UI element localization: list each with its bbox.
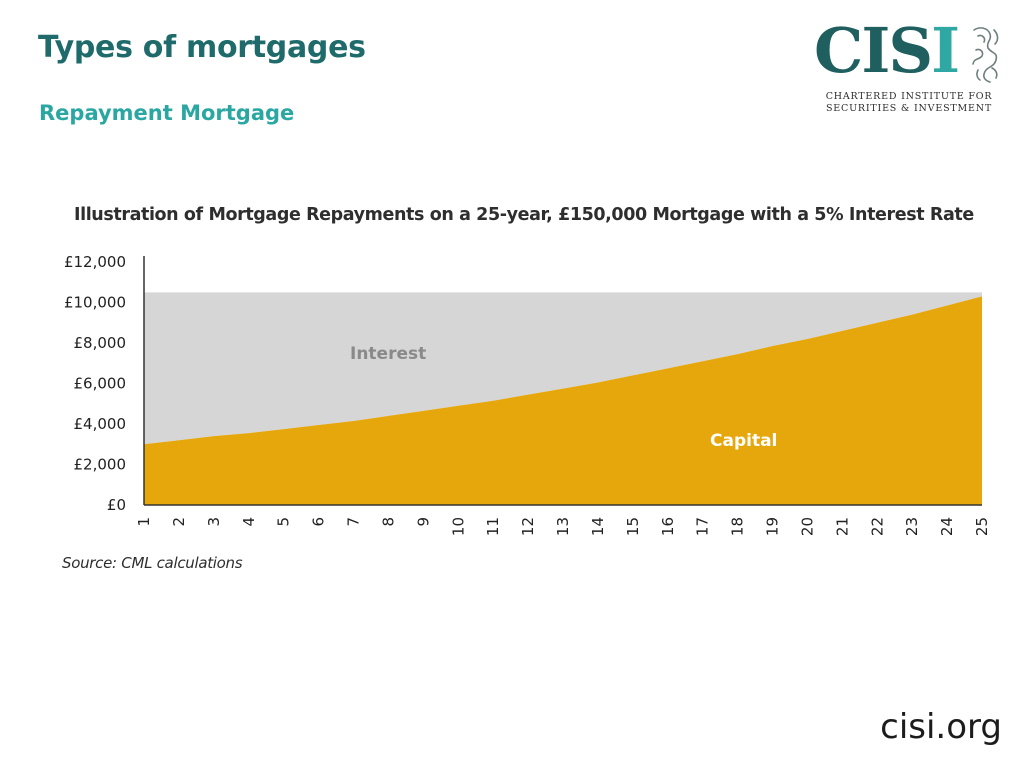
logo-word-main: CIS bbox=[814, 14, 933, 87]
griffin-icon bbox=[972, 27, 999, 83]
capital-area-label: Capital bbox=[710, 431, 777, 451]
logo-tagline-line2: SECURITIES & INVESTMENT bbox=[825, 103, 993, 114]
logo-tagline: CHARTERED INSTITUTE FOR SECURITIES & INV… bbox=[816, 91, 1002, 115]
y-tick-label: £8,000 bbox=[74, 334, 127, 352]
y-tick-label: £12,000 bbox=[64, 253, 126, 271]
x-tick-label: 16 bbox=[659, 517, 677, 536]
x-tick-label: 3 bbox=[205, 517, 223, 527]
capital-area bbox=[144, 296, 982, 505]
x-tick-label: 17 bbox=[694, 517, 712, 536]
x-tick-label: 5 bbox=[275, 517, 293, 527]
x-tick-label: 18 bbox=[729, 517, 747, 536]
x-tick-label: 9 bbox=[414, 517, 432, 527]
y-tick-label: £2,000 bbox=[74, 456, 127, 474]
logo-wordmark: CISI bbox=[814, 14, 960, 87]
x-tick-label: 23 bbox=[903, 517, 921, 536]
logo-word-accent: I bbox=[931, 14, 960, 87]
x-tick-label: 22 bbox=[868, 517, 886, 536]
x-tick-label: 15 bbox=[624, 517, 642, 536]
footer-url: cisi.org bbox=[880, 707, 1002, 747]
x-tick-label: 12 bbox=[519, 517, 537, 536]
x-axis-ticks: 1 2 3 4 5 6 7 8 9 10 11 12 13 14 15 16 17 18 19 20 21 22 23 24 2… bbox=[135, 517, 991, 536]
x-tick-label: 13 bbox=[554, 517, 572, 536]
x-tick-label: 2 bbox=[170, 517, 188, 527]
chart-source: Source: CML calculations bbox=[62, 554, 243, 572]
y-axis-ticks: £0 £2,000 £4,000 £6,000 £8,000 £10,000 £12,000 bbox=[64, 253, 126, 514]
x-tick-label: 21 bbox=[833, 517, 851, 536]
x-tick-label: 19 bbox=[764, 517, 782, 536]
x-tick-label: 4 bbox=[240, 517, 258, 527]
logo-tagline-line1: CHARTERED INSTITUTE FOR bbox=[825, 91, 993, 102]
x-tick-label: 24 bbox=[938, 517, 956, 536]
x-tick-label: 14 bbox=[589, 517, 607, 536]
y-tick-label: £6,000 bbox=[74, 375, 127, 393]
cisi-logo: CISI CHARTERED INSTITUTE FOR SECURITIES … bbox=[812, 16, 1004, 118]
x-tick-label: 1 bbox=[135, 517, 153, 527]
x-tick-label: 20 bbox=[798, 517, 816, 536]
slide-subtitle: Repayment Mortgage bbox=[39, 101, 295, 125]
x-tick-label: 7 bbox=[345, 517, 363, 527]
x-tick-label: 8 bbox=[379, 517, 397, 527]
x-tick-label: 25 bbox=[973, 517, 991, 536]
x-tick-label: 10 bbox=[449, 517, 467, 536]
interest-area bbox=[144, 292, 982, 445]
y-tick-label: £0 bbox=[107, 496, 126, 514]
y-tick-label: £4,000 bbox=[74, 415, 127, 433]
x-tick-label: 6 bbox=[310, 517, 328, 527]
interest-area-label: Interest bbox=[350, 344, 426, 364]
x-tick-label: 11 bbox=[484, 517, 502, 536]
y-tick-label: £10,000 bbox=[64, 294, 126, 312]
slide-title: Types of mortgages bbox=[38, 30, 366, 65]
chart-title: Illustration of Mortgage Repayments on a… bbox=[74, 205, 974, 225]
